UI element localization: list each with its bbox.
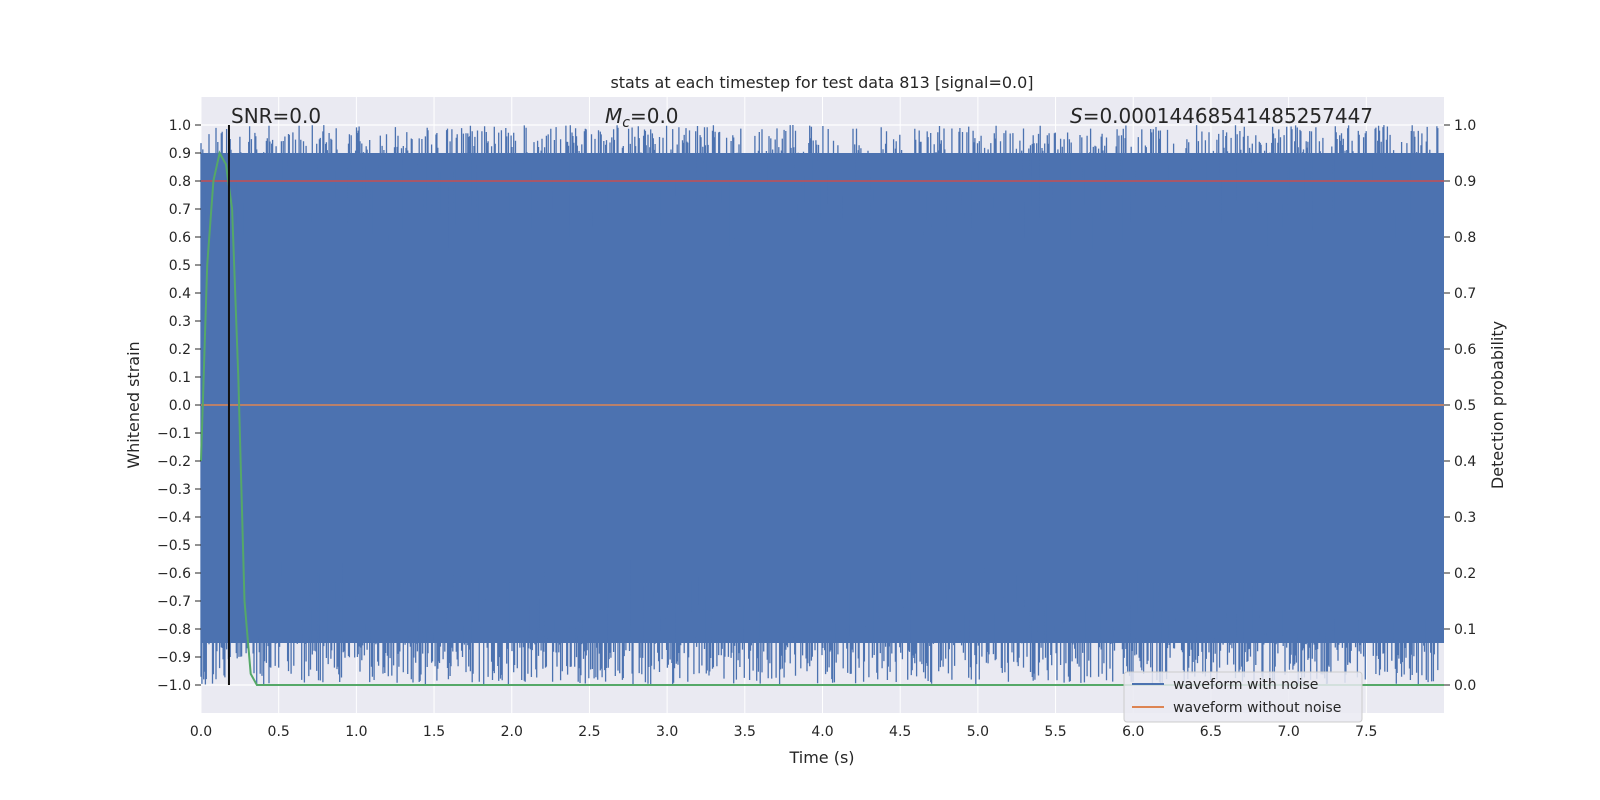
x-tick-label: 3.0 — [656, 724, 678, 740]
y2-tick-label: 0.2 — [1454, 566, 1476, 582]
y2-tick-label: 0.5 — [1454, 398, 1476, 414]
x-tick-label: 4.0 — [811, 724, 833, 740]
y2-tick-label: 0.7 — [1454, 286, 1476, 302]
line-series — [200, 150, 1444, 686]
x-tick-label: 5.0 — [967, 724, 989, 740]
y2-tick-label: 0.0 — [1454, 678, 1476, 694]
noise-waveform-path — [200, 125, 1439, 685]
y-tick-label: 0.8 — [169, 174, 191, 190]
y-axis-label: Whitened strain — [124, 341, 143, 468]
x-tick-labels: 0.0 0.5 1.0 1.5 2.0 2.5 3.0 3.5 4.0 4.5 5.0 5.5 6.0 6… — [190, 724, 1378, 740]
y2-tick-label: 0.6 — [1454, 342, 1476, 358]
legend: waveform with noise waveform without noi… — [1123, 671, 1363, 723]
mc-annotation: Mc=0.0 — [605, 104, 679, 131]
legend-label-clean: waveform without noise — [1173, 700, 1341, 716]
y-tick-label: 0.3 — [169, 314, 191, 330]
y-tick-label: 0.5 — [169, 258, 191, 274]
y2-tick-label: 0.4 — [1454, 454, 1476, 470]
x-tick-label: 2.5 — [578, 724, 600, 740]
x-tick-label: 0.0 — [190, 724, 212, 740]
y2-tick-label: 0.3 — [1454, 510, 1476, 526]
y-tick-label: −0.9 — [157, 650, 191, 666]
y2-tick-label: 0.1 — [1454, 622, 1476, 638]
y-tick-label: 0.7 — [169, 202, 191, 218]
y2-tick-labels: 1.0 0.9 0.8 0.7 0.6 0.5 0.4 0.3 0.2 0.1 0.0 — [1444, 118, 1476, 694]
y-tick-label: 0.0 — [169, 398, 191, 414]
x-tick-label: 3.5 — [734, 724, 756, 740]
snr-annotation: SNR=0.0 — [231, 104, 321, 128]
y-tick-label: 1.0 — [169, 118, 191, 134]
y2-tick-label: 1.0 — [1454, 118, 1476, 134]
y-tick-label: −0.1 — [157, 426, 191, 442]
noisy-waveform-series — [200, 125, 1444, 685]
y-tick-label: 0.6 — [169, 230, 191, 246]
y-tick-label: −0.3 — [157, 482, 191, 498]
x-tick-label: 6.0 — [1122, 724, 1144, 740]
s-annotation: S=0.00014468541485257447 — [1070, 104, 1373, 128]
y-tick-label: −0.7 — [157, 594, 191, 610]
y-tick-label: 0.1 — [169, 370, 191, 386]
x-tick-label: 1.0 — [345, 724, 367, 740]
x-tick-label: 2.0 — [501, 724, 523, 740]
x-axis-label: Time (s) — [788, 748, 854, 767]
chart-title: stats at each timestep for test data 813… — [610, 73, 1033, 92]
x-tick-label: 6.5 — [1200, 724, 1222, 740]
y-tick-label: −0.5 — [157, 538, 191, 554]
x-tick-label: 7.0 — [1277, 724, 1299, 740]
y2-tick-label: 0.9 — [1454, 174, 1476, 190]
x-tick-label: 5.5 — [1044, 724, 1066, 740]
x-tick-label: 7.5 — [1355, 724, 1377, 740]
y-tick-label: 0.9 — [169, 146, 191, 162]
y-tick-labels: 1.0 0.9 0.8 0.7 0.6 0.5 0.4 0.3 0.2 0.1 0.0 −0.1 −0.… — [157, 118, 201, 694]
x-tick-label: 0.5 — [268, 724, 290, 740]
legend-box — [1123, 671, 1363, 723]
x-tick-label: 4.5 — [889, 724, 911, 740]
y-tick-label: 0.4 — [169, 286, 191, 302]
y-tick-label: −1.0 — [157, 678, 191, 694]
y-tick-label: 0.2 — [169, 342, 191, 358]
y-tick-label: −0.8 — [157, 622, 191, 638]
x-tick-label: 1.5 — [423, 724, 445, 740]
y-tick-label: −0.4 — [157, 510, 191, 526]
y2-tick-label: 0.8 — [1454, 230, 1476, 246]
y2-axis-label: Detection probability — [1488, 321, 1507, 489]
y-tick-label: −0.2 — [157, 454, 191, 470]
legend-label-noise: waveform with noise — [1173, 677, 1318, 693]
detection-probability-line — [200, 150, 1444, 686]
y-tick-label: −0.6 — [157, 566, 191, 582]
